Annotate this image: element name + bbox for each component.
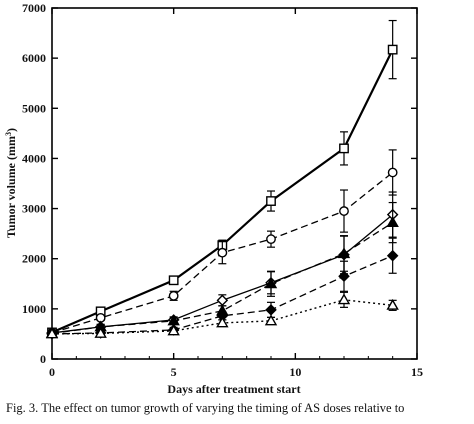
series-layer [45, 19, 399, 340]
y-tick-label: 5000 [22, 101, 46, 115]
y-tick-label: 2000 [22, 252, 46, 266]
data-point [265, 304, 277, 316]
data-point [337, 293, 351, 305]
data-point [167, 324, 180, 336]
plot-border [51, 7, 418, 360]
data-point [168, 290, 179, 301]
data-point [264, 314, 278, 326]
x-tick-label: 0 [49, 365, 55, 379]
data-point [264, 277, 278, 289]
tumor-volume-chart: 0 1000 2000 3000 4000 5000 6000 7000 0 5 10 15 Days… [4, 1, 424, 396]
y-axis-label: Tumor volume (mm3) [4, 128, 19, 238]
data-point [386, 249, 399, 262]
data-point [338, 270, 350, 283]
y-tick-label: 3000 [22, 202, 46, 216]
data-point [266, 196, 276, 206]
y-tick-label: 0 [40, 352, 46, 366]
data-point [386, 298, 399, 310]
data-point [266, 234, 276, 245]
y-tick-label: 6000 [22, 51, 46, 65]
data-point [386, 216, 399, 228]
x-tick-label: 15 [411, 365, 423, 379]
axis-ticks: 0 1000 2000 3000 4000 5000 6000 7000 0 5 10 15 [22, 1, 423, 379]
y-tick-label: 7000 [22, 1, 46, 15]
x-axis-label: Days after treatment start [167, 382, 300, 396]
data-point [94, 327, 107, 338]
data-point [387, 167, 398, 178]
y-tick-label: 1000 [22, 302, 46, 316]
data-point [339, 206, 349, 216]
series-group [47, 149, 398, 338]
figure-caption: Fig. 3. The effect on tumor growth of va… [6, 401, 405, 415]
data-point [45, 327, 59, 339]
data-point [217, 247, 228, 258]
plot-frame [51, 7, 418, 360]
data-point [339, 143, 349, 154]
y-tick-label: 4000 [22, 151, 46, 165]
series-group [45, 291, 399, 339]
data-point [387, 44, 398, 55]
series-line [51, 49, 394, 334]
data-point [216, 316, 229, 328]
data-point [168, 275, 179, 286]
data-point [216, 294, 229, 307]
x-tick-label: 5 [171, 365, 177, 379]
data-point [337, 247, 351, 259]
x-tick-label: 10 [289, 365, 301, 379]
